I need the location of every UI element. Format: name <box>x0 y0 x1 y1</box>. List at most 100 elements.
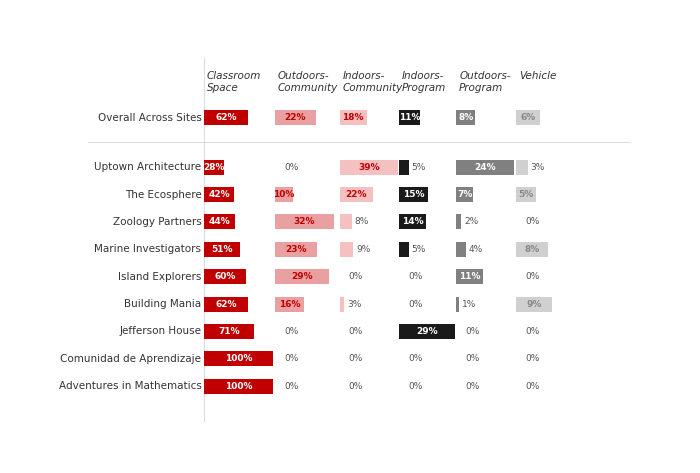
FancyBboxPatch shape <box>204 269 246 284</box>
Text: 24%: 24% <box>474 163 496 172</box>
Text: 22%: 22% <box>284 114 306 123</box>
Text: 0%: 0% <box>284 382 299 391</box>
Text: 10%: 10% <box>273 190 295 199</box>
Text: 42%: 42% <box>208 190 230 199</box>
FancyBboxPatch shape <box>400 187 428 202</box>
Text: Comunidad de Aprendizaje: Comunidad de Aprendizaje <box>60 354 202 364</box>
Text: 29%: 29% <box>290 272 312 281</box>
Text: 60%: 60% <box>215 272 236 281</box>
FancyBboxPatch shape <box>516 110 540 125</box>
Text: 3%: 3% <box>347 299 361 308</box>
Text: 5%: 5% <box>412 163 426 172</box>
Text: 23%: 23% <box>286 245 307 254</box>
Text: 0%: 0% <box>466 354 480 363</box>
FancyBboxPatch shape <box>274 242 317 257</box>
FancyBboxPatch shape <box>456 297 459 312</box>
Text: 0%: 0% <box>466 327 480 336</box>
Text: 11%: 11% <box>399 114 421 123</box>
FancyBboxPatch shape <box>456 214 461 229</box>
Text: 8%: 8% <box>524 245 540 254</box>
Text: 0%: 0% <box>525 354 540 363</box>
Text: 0%: 0% <box>284 327 299 336</box>
Text: 0%: 0% <box>284 163 299 172</box>
FancyBboxPatch shape <box>274 214 334 229</box>
Text: 0%: 0% <box>349 354 363 363</box>
FancyBboxPatch shape <box>400 159 409 175</box>
Text: 16%: 16% <box>279 299 300 308</box>
Text: 28%: 28% <box>203 163 225 172</box>
Text: 22%: 22% <box>345 190 367 199</box>
Text: 0%: 0% <box>349 327 363 336</box>
FancyBboxPatch shape <box>204 110 248 125</box>
Text: Uptown Architecture: Uptown Architecture <box>94 162 202 172</box>
FancyBboxPatch shape <box>204 297 248 312</box>
Text: 0%: 0% <box>525 272 540 281</box>
Text: Building Mania: Building Mania <box>125 299 202 309</box>
Text: 11%: 11% <box>458 272 480 281</box>
FancyBboxPatch shape <box>400 110 420 125</box>
Text: 3%: 3% <box>531 163 545 172</box>
Text: 2%: 2% <box>464 218 478 227</box>
FancyBboxPatch shape <box>340 242 354 257</box>
Text: 62%: 62% <box>216 114 237 123</box>
FancyBboxPatch shape <box>516 187 536 202</box>
Text: 0%: 0% <box>525 382 540 391</box>
Text: 0%: 0% <box>525 327 540 336</box>
FancyBboxPatch shape <box>340 187 372 202</box>
Text: 100%: 100% <box>225 354 252 363</box>
Text: Marine Investigators: Marine Investigators <box>94 245 202 254</box>
Text: Vehicle: Vehicle <box>519 71 557 81</box>
Text: 0%: 0% <box>284 354 299 363</box>
Text: 9%: 9% <box>356 245 370 254</box>
Text: Outdoors-
Program: Outdoors- Program <box>459 71 511 93</box>
Text: 44%: 44% <box>209 218 230 227</box>
Text: 18%: 18% <box>342 114 364 123</box>
FancyBboxPatch shape <box>400 324 454 339</box>
Text: 32%: 32% <box>294 218 315 227</box>
FancyBboxPatch shape <box>204 242 240 257</box>
Text: 0%: 0% <box>349 272 363 281</box>
Text: 14%: 14% <box>402 218 424 227</box>
Text: Jefferson House: Jefferson House <box>120 326 202 336</box>
Text: 29%: 29% <box>416 327 438 336</box>
FancyBboxPatch shape <box>204 351 272 367</box>
Text: The Ecosphere: The Ecosphere <box>125 190 202 200</box>
FancyBboxPatch shape <box>400 242 409 257</box>
Text: 39%: 39% <box>358 163 379 172</box>
Text: 71%: 71% <box>218 327 240 336</box>
FancyBboxPatch shape <box>274 110 316 125</box>
FancyBboxPatch shape <box>204 214 235 229</box>
FancyBboxPatch shape <box>204 187 234 202</box>
FancyBboxPatch shape <box>400 214 426 229</box>
FancyBboxPatch shape <box>516 159 528 175</box>
Text: 1%: 1% <box>461 299 476 308</box>
FancyBboxPatch shape <box>274 269 328 284</box>
FancyBboxPatch shape <box>456 110 475 125</box>
FancyBboxPatch shape <box>204 379 272 394</box>
Text: 9%: 9% <box>526 299 542 308</box>
FancyBboxPatch shape <box>456 159 514 175</box>
FancyBboxPatch shape <box>516 242 548 257</box>
Text: 7%: 7% <box>457 190 473 199</box>
FancyBboxPatch shape <box>456 242 466 257</box>
Text: Indoors-
Program: Indoors- Program <box>402 71 447 93</box>
Text: 0%: 0% <box>466 382 480 391</box>
Text: 0%: 0% <box>408 272 422 281</box>
Text: 0%: 0% <box>349 382 363 391</box>
Text: 0%: 0% <box>525 218 540 227</box>
FancyBboxPatch shape <box>204 324 254 339</box>
Text: 51%: 51% <box>211 245 233 254</box>
Text: Classroom
Space: Classroom Space <box>207 71 261 93</box>
Text: 15%: 15% <box>403 190 424 199</box>
FancyBboxPatch shape <box>340 297 344 312</box>
FancyBboxPatch shape <box>204 159 224 175</box>
Text: 0%: 0% <box>408 382 422 391</box>
FancyBboxPatch shape <box>516 297 552 312</box>
Text: 62%: 62% <box>216 299 237 308</box>
Text: 8%: 8% <box>458 114 474 123</box>
Text: 0%: 0% <box>408 299 422 308</box>
Text: 4%: 4% <box>469 245 483 254</box>
Text: Overall Across Sites: Overall Across Sites <box>97 113 202 123</box>
Text: Island Explorers: Island Explorers <box>118 272 202 282</box>
FancyBboxPatch shape <box>274 297 304 312</box>
